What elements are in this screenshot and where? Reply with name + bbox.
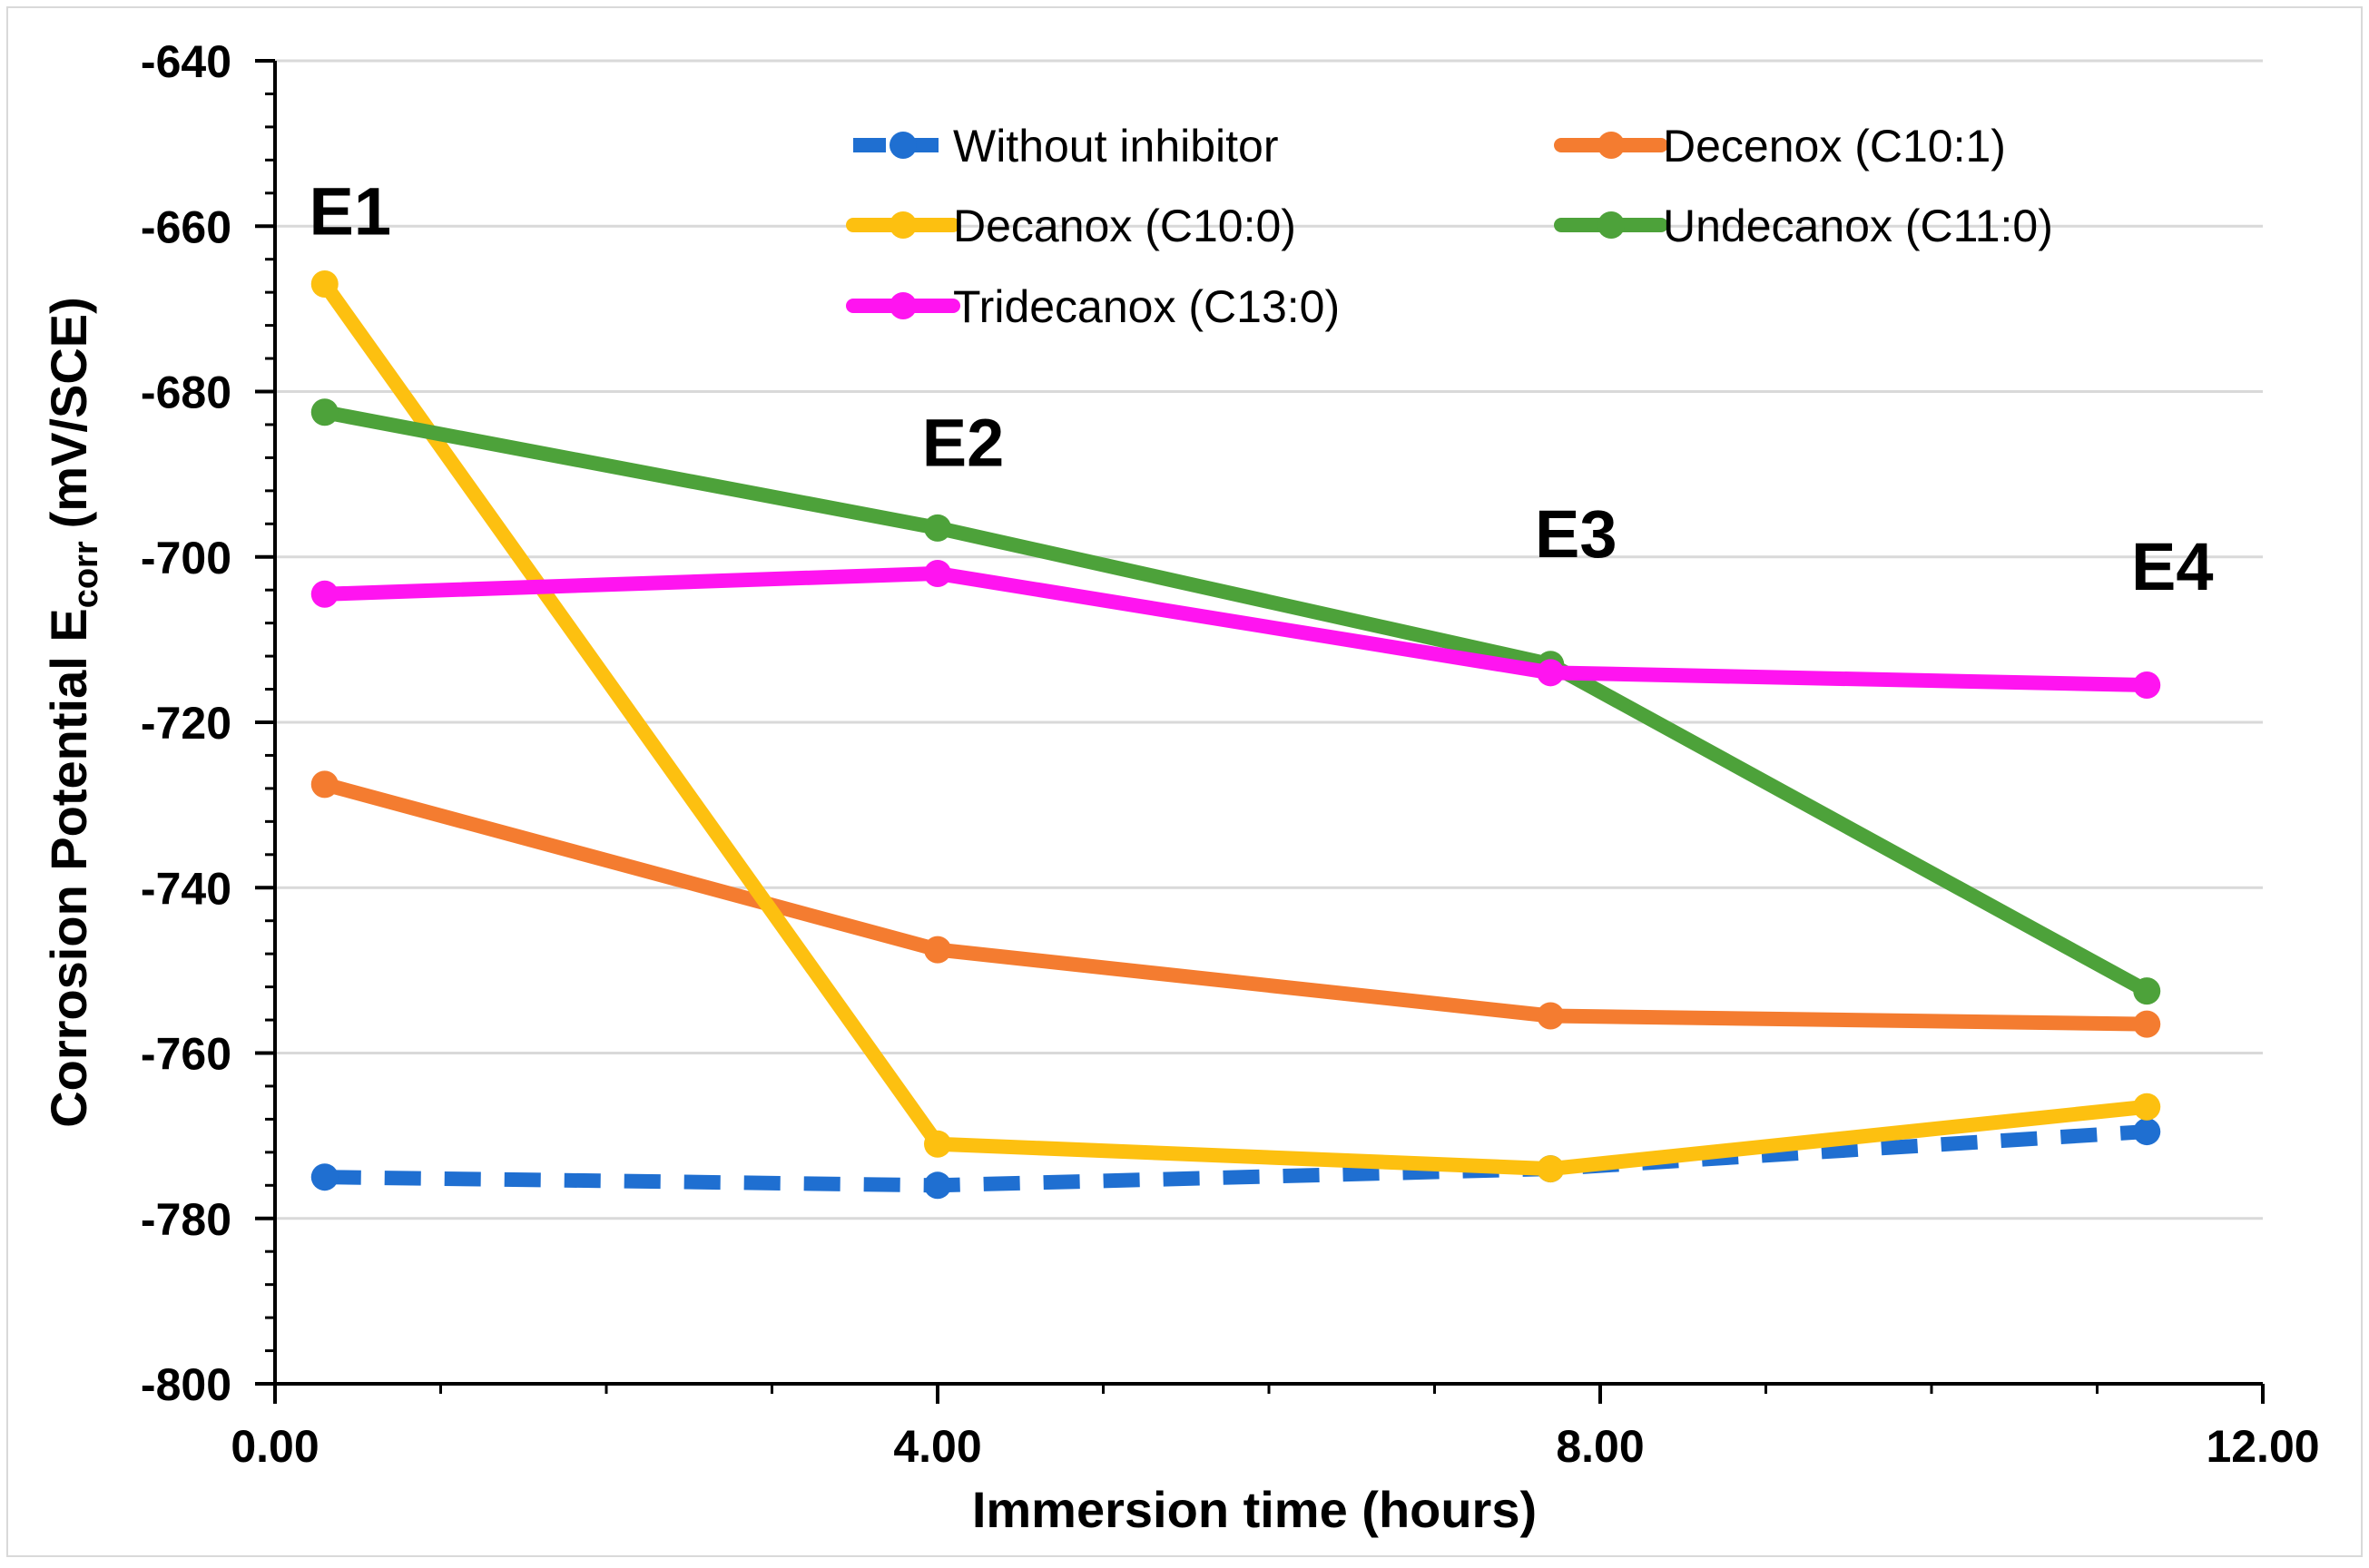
legend-item: Tridecanox (C13:0)	[846, 281, 1340, 332]
data-point	[1537, 1002, 1565, 1030]
legend-swatch-marker	[1597, 132, 1625, 159]
legend-label: Undecanox (C11:0)	[1663, 201, 2053, 251]
y-tick-label: -640	[141, 36, 231, 87]
annotation-label: E3	[1535, 496, 1617, 572]
legend: Without inhibitor Decenox (C10:1) Decanox …	[846, 121, 2053, 332]
series-line	[317, 277, 2155, 1177]
y-tick-label: -800	[141, 1359, 231, 1410]
legend-swatch-marker	[1597, 211, 1625, 239]
data-point	[2133, 671, 2161, 699]
data-point	[2133, 1118, 2161, 1146]
legend-label: Tridecanox (C13:0)	[953, 281, 1340, 332]
y-tick-label: -700	[141, 533, 231, 583]
annotation-label: E4	[2131, 529, 2214, 604]
legend-swatch-marker	[890, 132, 917, 159]
data-point	[2133, 1093, 2161, 1121]
series-decenox-c10-1	[310, 770, 2161, 1038]
chart-frame	[6, 6, 2363, 1557]
data-point	[310, 1163, 339, 1191]
y-axis-title-main: Corrosion Potential E	[40, 608, 97, 1128]
y-axis-title-subscript: corr	[67, 541, 105, 608]
axes: -640 -660 -680 -700 -720 -740 -760 -780 -8000.00…	[141, 36, 2320, 1472]
series-line	[317, 565, 2155, 692]
x-tick-label: 4.00	[893, 1421, 981, 1472]
data-point	[924, 1171, 951, 1200]
legend-item: Without inhibitor	[853, 121, 1279, 172]
legend-item: Decenox (C10:1)	[1554, 121, 2006, 172]
y-tick-label: -740	[141, 863, 231, 914]
series-layer	[310, 270, 2161, 1200]
legend-swatch-marker	[890, 211, 917, 239]
series-line	[324, 1124, 2148, 1193]
y-tick-label: -660	[141, 201, 231, 252]
series-line	[317, 777, 2155, 1032]
data-point	[924, 514, 951, 542]
y-axis-title-unit: (mV/SCE)	[40, 297, 97, 528]
data-point	[310, 770, 339, 799]
data-point	[310, 580, 339, 608]
data-point	[924, 1130, 951, 1158]
legend-item: Decanox (C10:0)	[846, 201, 1296, 251]
data-point	[924, 559, 951, 587]
data-point	[2133, 977, 2161, 1005]
y-tick-label: -760	[141, 1029, 231, 1080]
legend-label: Decenox (C10:1)	[1663, 121, 2006, 172]
data-point	[310, 270, 339, 299]
y-tick-label: -780	[141, 1194, 231, 1245]
annotation-label: E1	[309, 173, 391, 249]
series-tridecanox-c13-0	[310, 559, 2161, 699]
y-tick-label: -680	[141, 368, 231, 418]
annotations: E1 E2 E3 E4	[309, 173, 2213, 604]
data-point	[1537, 1155, 1565, 1183]
annotation-label: E2	[922, 406, 1005, 481]
x-axis-title: Immersion time (hours)	[972, 1481, 1537, 1538]
data-point	[310, 398, 339, 426]
x-tick-label: 8.00	[1556, 1421, 1644, 1472]
x-tick-label: 12.00	[2206, 1421, 2319, 1472]
legend-label: Decanox (C10:0)	[953, 201, 1296, 251]
legend-label: Without inhibitor	[953, 121, 1279, 172]
y-axis-title: Corrosion Potential Ecorr (mV/SCE)	[40, 297, 105, 1128]
series-line	[317, 405, 2155, 999]
legend-item: Undecanox (C11:0)	[1554, 201, 2053, 251]
data-point	[924, 936, 951, 964]
series-undecanox-c11-0	[310, 398, 2161, 1005]
legend-swatch-marker	[890, 292, 917, 319]
series-decanox-c10-0	[310, 270, 2161, 1183]
x-tick-label: 0.00	[231, 1421, 319, 1472]
data-point	[1537, 659, 1565, 687]
data-point	[2133, 1010, 2161, 1038]
gridlines	[275, 59, 2263, 1220]
y-tick-label: -720	[141, 698, 231, 749]
